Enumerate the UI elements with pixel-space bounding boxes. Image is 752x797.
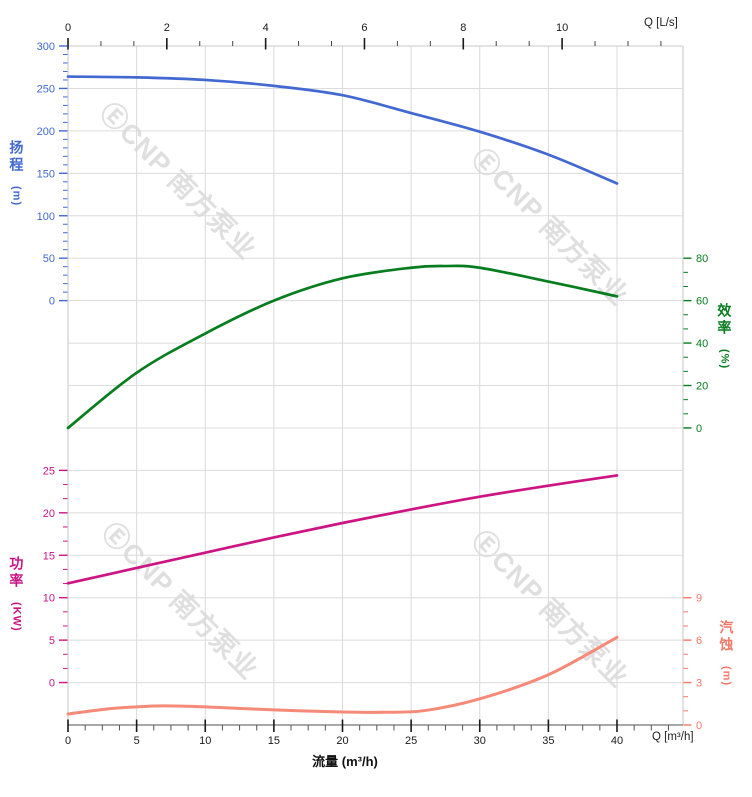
curve-power [66,474,619,585]
efficiency-axis-unit: (%) [718,349,731,370]
x-tick-label: 30 [474,735,486,747]
x-tick-label: 20 [336,735,348,747]
x-tick-label: 35 [542,735,554,747]
bottom-axis-unit-label: Q [m³/h] [652,731,694,743]
head-tick-label: 250 [37,83,55,95]
top-tick-label: 8 [460,22,466,34]
power-tick-label: 25 [43,465,55,477]
head-axis-unit: (m) [10,186,23,207]
head-axis-name: 扬程 [8,140,25,174]
efficiency-axis-title: 效率 (%) [716,303,733,370]
head-tick-label: 300 [37,41,55,53]
x-tick-label: 10 [199,735,211,747]
eff-tick-label: 20 [696,381,708,393]
top-tick-label: 0 [65,22,71,34]
x-axis-title: 流量 (m³/h) [312,754,378,769]
npsh-axis-unit: (m) [720,666,733,687]
eff-tick-label: 60 [696,296,708,308]
eff-tick-label: 80 [696,253,708,265]
power-tick-label: 0 [49,678,55,690]
npsh-tick-label: 3 [696,678,702,690]
power-tick-label: 10 [43,593,55,605]
top-tick-label: 2 [164,22,170,34]
x-tick-label: 15 [268,735,280,747]
top-tick-label: 6 [361,22,367,34]
efficiency-axis-name: 效率 [716,303,733,337]
x-tick-label: 5 [134,735,140,747]
curve-eff [66,264,619,430]
x-tick-label: 40 [611,735,623,747]
head-tick-label: 200 [37,126,55,138]
power-axis-title: 功率 (KW) [8,556,25,632]
head-tick-label: 150 [37,168,55,180]
npsh-tick-label: 9 [696,593,702,605]
npsh-axis-title: 汽蚀 (m) [718,620,735,687]
head-axis-title: 扬程 (m) [8,140,25,207]
power-tick-label: 5 [49,635,55,647]
power-tick-label: 15 [43,550,55,562]
power-axis-name: 功率 [8,556,25,590]
npsh-axis-name: 汽蚀 [718,620,735,654]
power-tick-label: 20 [43,508,55,520]
eff-tick-label: 40 [696,338,708,350]
x-tick-label: 25 [405,735,417,747]
power-axis-unit: (KW) [10,602,23,632]
curve-npsh [66,635,619,716]
top-tick-label: 4 [263,22,269,34]
eff-tick-label: 0 [696,423,702,435]
head-tick-label: 50 [43,253,55,265]
head-tick-label: 0 [49,296,55,308]
npsh-tick-label: 0 [696,720,702,732]
npsh-tick-label: 6 [696,635,702,647]
x-tick-label: 0 [65,735,71,747]
top-axis-unit-label: Q [L/s] [644,17,678,29]
curve-head [66,75,619,185]
head-tick-label: 100 [37,211,55,223]
top-tick-label: 10 [556,22,568,34]
